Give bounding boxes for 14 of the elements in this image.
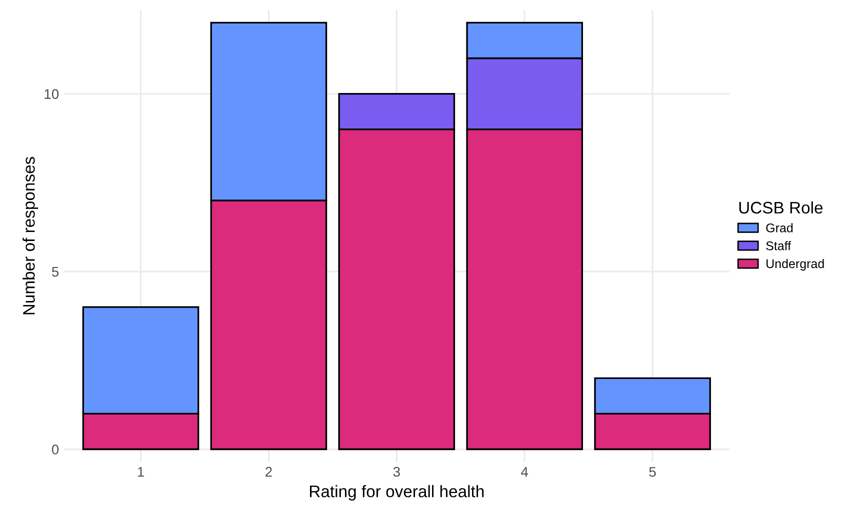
x-tick-label: 2 bbox=[266, 466, 272, 477]
x-tick-label: 5 bbox=[649, 467, 656, 477]
x-tick-label: 3 bbox=[393, 466, 400, 477]
x-axis-title: Rating for overall health bbox=[310, 485, 484, 501]
y-axis-title: Number of responses bbox=[22, 156, 38, 314]
legend-label: Undergrad bbox=[766, 258, 824, 271]
y-tick-label: 5 bbox=[52, 267, 59, 277]
legend-label: Staff bbox=[766, 241, 792, 250]
y-tick-label: 10 bbox=[44, 89, 59, 99]
y-tick-label: 0 bbox=[52, 444, 59, 454]
x-tick-label: 4 bbox=[521, 467, 528, 477]
x-tick-label: 1 bbox=[138, 467, 144, 477]
legend-title: UCSB Role bbox=[739, 201, 823, 214]
legend-label: Grad bbox=[766, 223, 793, 232]
